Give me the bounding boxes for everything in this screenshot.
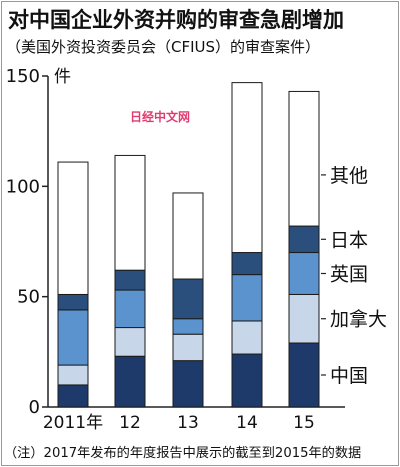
legend-label: 日本: [330, 229, 368, 251]
chart-title: 对中国企业外资并购的审查急剧增加: [8, 8, 344, 32]
bar-segment: [231, 274, 263, 322]
bar-segment: [288, 342, 320, 408]
x-tick-label: 14: [236, 413, 258, 433]
bar-segment: [57, 293, 89, 311]
bar-segment: [114, 355, 146, 408]
bar-segment: [231, 353, 263, 408]
bar-segment: [231, 82, 263, 254]
bar-segment: [57, 309, 89, 366]
bar-segment: [114, 327, 146, 357]
bar-segment: [231, 252, 263, 276]
x-tick-label: 13: [177, 413, 199, 433]
bar-segment: [172, 360, 204, 408]
x-tick-label: 2011年: [43, 413, 103, 433]
bar-segment: [57, 364, 89, 386]
bar-segment: [231, 320, 263, 355]
bar-segment: [288, 293, 320, 344]
legend-label: 英国: [330, 263, 368, 285]
x-tick-label: 15: [293, 413, 315, 433]
legend-label: 加拿大: [330, 308, 387, 331]
y-tick-label: 100: [6, 176, 40, 197]
bar-segment: [172, 333, 204, 362]
bar-segment: [288, 252, 320, 295]
chart-note: （注）2017年发布的年度报告中展示的截至到2015年的数据: [4, 446, 362, 461]
bar-segment: [57, 384, 89, 408]
bar-segment: [57, 161, 89, 295]
y-unit-label: 件: [54, 67, 71, 87]
y-tick-label: 150: [6, 66, 40, 87]
y-tick-label: 0: [29, 397, 40, 418]
bar-segment: [172, 192, 204, 280]
bar-segment: [114, 154, 146, 271]
watermark-text: 日经中文网: [130, 109, 190, 124]
bar-segment: [172, 318, 204, 335]
bar-segment: [114, 289, 146, 329]
x-tick-label: 12: [119, 413, 141, 433]
bar-segment: [288, 90, 320, 227]
y-tick-label: 50: [17, 287, 40, 308]
chart-subtitle: （美国外资投资委员会（CFIUS）的审查案件）: [6, 38, 321, 56]
legend-label: 其他: [330, 165, 368, 187]
bar-segment: [172, 278, 204, 320]
bar-segment: [114, 269, 146, 291]
bar-segment: [288, 225, 320, 254]
legend-label: 中国: [330, 365, 368, 387]
